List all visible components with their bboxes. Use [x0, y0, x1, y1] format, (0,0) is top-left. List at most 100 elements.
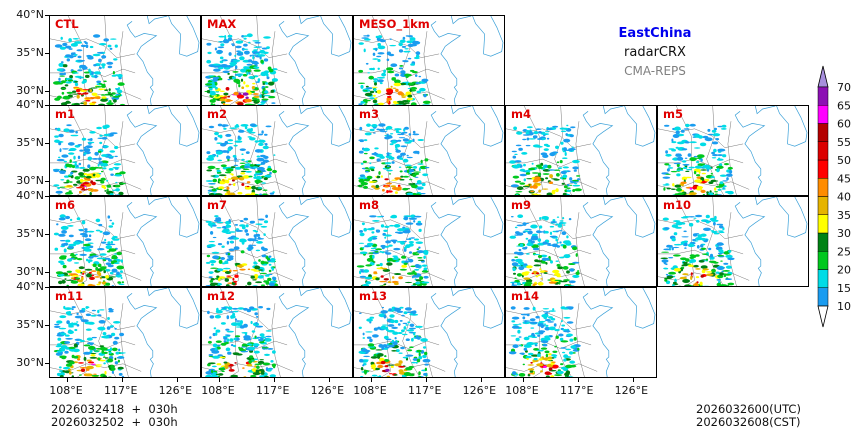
- radar-echo: [379, 262, 383, 267]
- radar-echo: [92, 263, 97, 268]
- radar-echo: [403, 131, 408, 134]
- radar-echo: [512, 164, 521, 169]
- radar-echo: [233, 78, 241, 83]
- radar-echo: [213, 96, 221, 99]
- radar-echo: [575, 253, 578, 257]
- radar-echo: [369, 215, 377, 218]
- radar-echo: [384, 365, 389, 368]
- radar-echo: [103, 80, 107, 83]
- radar-echo: [413, 220, 416, 223]
- radar-echo: [559, 337, 564, 341]
- radar-echo: [721, 124, 727, 128]
- radar-echo: [260, 101, 266, 104]
- radar-echo: [98, 269, 107, 271]
- radar-echo: [675, 221, 683, 226]
- radar-echo: [205, 261, 211, 264]
- radar-echo: [555, 377, 562, 378]
- radar-echo: [378, 375, 382, 377]
- radar-echo: [711, 180, 719, 182]
- radar-echo: [216, 363, 222, 366]
- radar-echo: [391, 240, 395, 242]
- radar-echo: [58, 141, 62, 146]
- radar-echo: [266, 348, 274, 350]
- province-border: [423, 212, 433, 286]
- radar-echo: [555, 188, 559, 193]
- radar-echo: [407, 57, 412, 60]
- colorbar-tick-label: 50: [837, 154, 851, 167]
- radar-echo: [371, 185, 376, 188]
- radar-echo: [716, 165, 724, 169]
- init-line-2: 2026032502 + 030h: [51, 415, 178, 429]
- colorbar-under-triangle: [817, 305, 829, 328]
- radar-echo: [74, 41, 82, 44]
- radar-echo: [256, 155, 260, 158]
- radar-echo: [687, 243, 695, 248]
- radar-echo: [235, 229, 244, 232]
- radar-echo: [226, 330, 234, 333]
- radar-echo: [361, 348, 368, 352]
- radar-echo: [561, 231, 567, 236]
- radar-echo: [418, 371, 421, 376]
- radar-echo: [253, 166, 258, 169]
- radar-echo: [419, 87, 426, 92]
- radar-echo: [259, 341, 265, 344]
- radar-echo: [98, 83, 102, 85]
- radar-echo: [532, 359, 539, 363]
- radar-echo: [406, 329, 414, 332]
- radar-echo: [562, 367, 569, 372]
- radar-echo: [539, 270, 546, 273]
- radar-echo: [672, 183, 675, 187]
- radar-echo: [725, 173, 733, 177]
- radar-echo: [711, 268, 716, 273]
- radar-echo: [675, 130, 680, 135]
- radar-echo: [665, 273, 669, 276]
- radar-echo: [369, 316, 375, 319]
- radar-echo: [228, 231, 236, 233]
- radar-echo: [65, 45, 72, 49]
- radar-echo: [385, 252, 392, 255]
- radar-echo: [77, 69, 83, 72]
- radar-echo: [243, 81, 246, 85]
- radar-echo: [233, 344, 237, 348]
- radar-echo: [683, 262, 688, 266]
- radar-echo: [89, 89, 92, 93]
- radar-echo: [270, 89, 275, 93]
- radar-echo: [238, 176, 245, 181]
- radar-echo: [532, 306, 536, 311]
- radar-echo: [243, 43, 248, 47]
- radar-echo: [215, 329, 221, 333]
- radar-echo: [91, 92, 98, 97]
- radar-echo: [57, 343, 63, 346]
- radar-echo: [62, 42, 68, 47]
- radar-echo: [711, 230, 718, 234]
- radar-echo: [227, 34, 233, 38]
- radar-echo: [205, 220, 212, 223]
- radar-echo: [101, 137, 108, 140]
- radar-echo: [381, 306, 384, 309]
- radar-echo: [109, 193, 114, 195]
- radar-echo: [704, 178, 710, 182]
- province-border: [119, 31, 129, 105]
- radar-echo: [116, 251, 122, 256]
- radar-echo: [97, 103, 106, 105]
- panel-m11: m11: [49, 287, 201, 378]
- radar-echo: [357, 82, 366, 85]
- radar-echo: [360, 182, 368, 186]
- radar-echo: [55, 190, 63, 194]
- radar-echo: [222, 336, 231, 338]
- radar-echo: [413, 332, 416, 336]
- radar-echo: [58, 260, 64, 264]
- radar-echo: [105, 262, 112, 266]
- radar-echo: [531, 162, 534, 165]
- radar-echo: [63, 305, 66, 310]
- radar-echo: [82, 270, 86, 273]
- radar-echo: [238, 129, 245, 133]
- radar-echo: [545, 375, 550, 377]
- radar-echo: [396, 241, 404, 243]
- radar-echo: [367, 343, 375, 347]
- coastline: [278, 21, 310, 105]
- radar-echo: [255, 281, 263, 284]
- radar-echo: [249, 355, 254, 359]
- radar-echo: [369, 162, 372, 165]
- radar-echo: [559, 160, 563, 164]
